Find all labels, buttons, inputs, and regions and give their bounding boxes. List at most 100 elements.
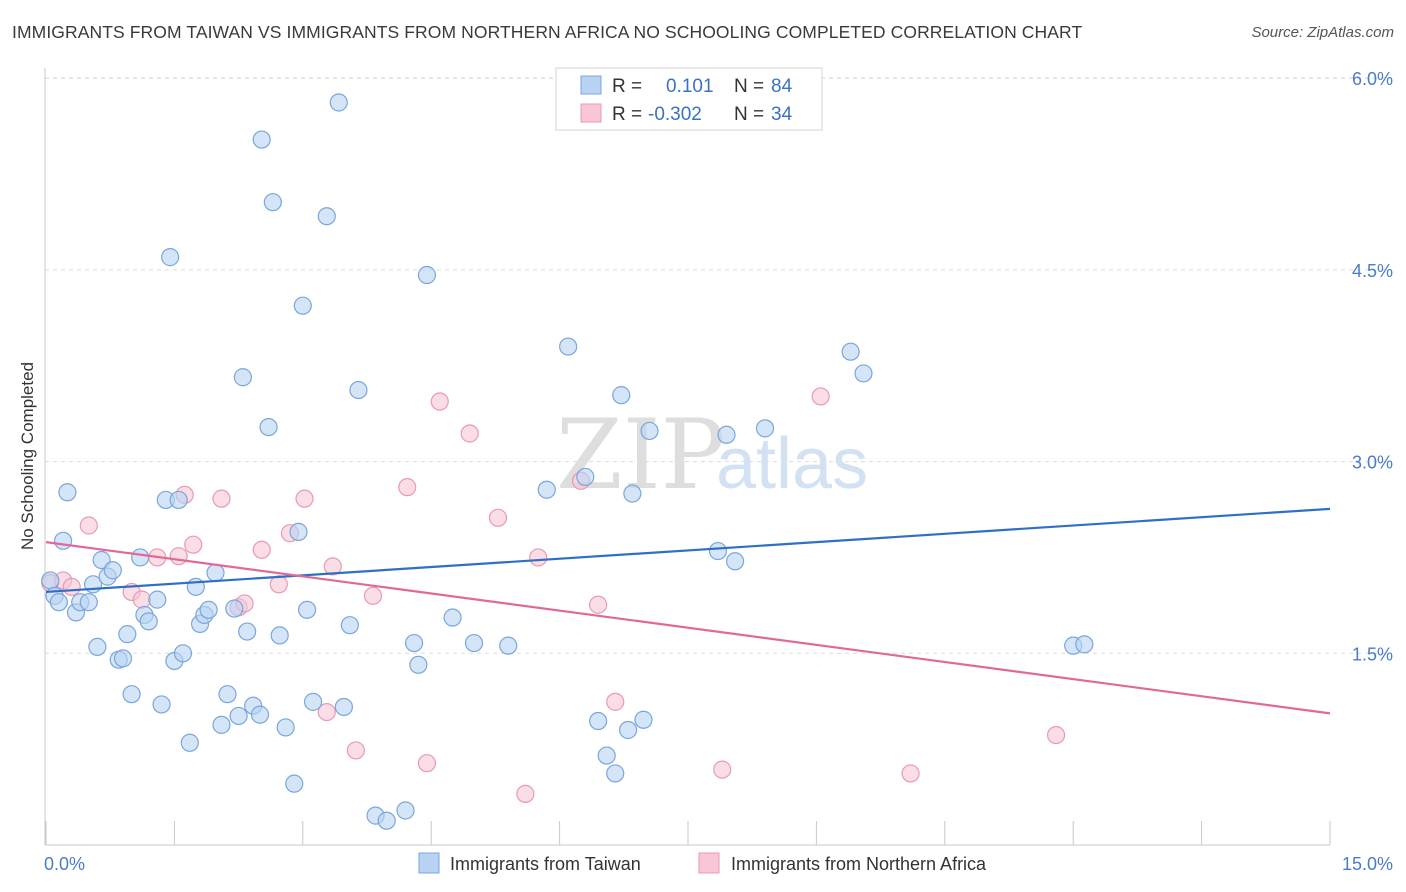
point-taiwan <box>238 622 257 641</box>
point-northern-africa <box>1046 725 1066 745</box>
point-taiwan <box>417 265 437 285</box>
point-taiwan <box>206 563 225 582</box>
point-taiwan <box>49 593 68 612</box>
legend-r-value-taiwan: 0.101 <box>666 76 714 97</box>
point-northern-africa <box>488 508 508 527</box>
source-label: Source: ZipAtlas.com <box>1251 24 1394 41</box>
point-taiwan <box>303 692 323 711</box>
x-tick-label: 15.0% <box>1342 854 1393 874</box>
point-taiwan <box>118 625 137 644</box>
point-taiwan <box>377 811 396 830</box>
point-taiwan <box>270 626 289 645</box>
point-northern-africa <box>295 489 314 508</box>
y-tick-labels: 1.5% 3.0% 4.5% 6.0% <box>1352 69 1393 664</box>
point-taiwan <box>404 633 424 653</box>
y-tick-label: 1.5% <box>1352 644 1393 664</box>
point-northern-africa <box>62 577 81 596</box>
legend-r-label-taiwan: R = <box>612 76 642 97</box>
point-taiwan <box>180 733 199 752</box>
point-taiwan <box>250 705 270 724</box>
point-northern-africa <box>430 392 449 411</box>
point-taiwan <box>618 720 638 740</box>
point-northern-africa <box>398 478 417 497</box>
point-taiwan <box>334 697 353 717</box>
point-northern-africa <box>811 387 830 406</box>
point-northern-africa <box>169 547 188 566</box>
point-taiwan <box>443 608 462 627</box>
point-taiwan <box>589 711 608 731</box>
point-taiwan <box>152 695 171 714</box>
point-taiwan <box>717 425 736 444</box>
point-northern-africa <box>323 557 342 576</box>
y-axis-label: No Schooling Completed <box>18 362 37 550</box>
legend-n-value-africa: 34 <box>771 104 793 125</box>
point-northern-africa <box>529 548 548 567</box>
trend-line-northern-africa <box>45 541 1331 715</box>
point-taiwan <box>122 685 141 704</box>
point-taiwan <box>263 193 282 212</box>
point-taiwan <box>92 550 111 570</box>
point-northern-africa <box>516 784 535 803</box>
point-taiwan <box>225 599 244 618</box>
x-tick-label: 0.0% <box>44 854 85 874</box>
point-taiwan <box>340 616 359 635</box>
point-taiwan <box>139 612 158 631</box>
point-taiwan <box>317 207 336 226</box>
point-taiwan <box>725 552 745 571</box>
point-taiwan <box>199 600 218 619</box>
point-northern-africa <box>713 760 732 779</box>
point-taiwan <box>276 718 295 737</box>
point-northern-africa <box>606 692 625 711</box>
series-taiwan-points <box>41 93 1094 830</box>
legend-n-label-africa: N = <box>734 104 764 125</box>
point-taiwan <box>597 746 616 765</box>
bottom-legend-label-africa: Immigrants from Northern Africa <box>731 854 987 874</box>
bottom-legend-label-taiwan: Immigrants from Taiwan <box>450 854 641 874</box>
point-taiwan <box>297 600 317 619</box>
gridlines <box>45 77 1392 654</box>
point-taiwan <box>103 561 122 580</box>
point-northern-africa <box>184 535 203 554</box>
point-taiwan <box>464 633 484 653</box>
point-taiwan <box>229 706 248 726</box>
axes <box>44 68 1331 846</box>
point-taiwan <box>169 490 188 510</box>
watermark-atlas: atlas <box>716 424 868 504</box>
y-tick-label: 3.0% <box>1352 453 1393 473</box>
point-taiwan <box>623 484 642 503</box>
point-taiwan <box>1075 635 1094 654</box>
point-taiwan <box>289 522 308 541</box>
point-taiwan <box>259 417 278 437</box>
point-taiwan <box>329 93 348 112</box>
point-taiwan <box>606 764 625 783</box>
point-taiwan <box>854 364 873 383</box>
legend-n-label-taiwan: N = <box>734 76 764 97</box>
legend-r-value-africa: -0.302 <box>648 104 702 125</box>
chart-title: IMMIGRANTS FROM TAIWAN VS IMMIGRANTS FRO… <box>12 22 1083 42</box>
point-taiwan <box>755 419 775 438</box>
point-northern-africa <box>252 540 271 559</box>
point-taiwan <box>537 480 556 499</box>
point-northern-africa <box>132 590 151 609</box>
point-taiwan <box>233 368 252 387</box>
point-taiwan <box>285 774 304 793</box>
point-taiwan <box>612 386 631 405</box>
x-tick-labels: 0.0% 15.0% <box>44 854 1393 874</box>
legend-n-value-taiwan: 84 <box>771 76 793 97</box>
trend-line-taiwan <box>45 507 1331 594</box>
point-taiwan <box>41 571 60 590</box>
point-northern-africa <box>363 586 383 605</box>
point-taiwan <box>252 130 271 149</box>
correlation-legend: R = 0.101 N = 84 R = -0.302 N = 34 <box>555 67 823 131</box>
y-tick-label: 4.5% <box>1352 261 1393 281</box>
point-taiwan <box>131 548 150 567</box>
point-taiwan <box>54 531 73 550</box>
point-taiwan <box>58 483 77 502</box>
point-northern-africa <box>346 741 365 760</box>
point-taiwan <box>576 467 595 487</box>
point-taiwan <box>88 637 107 657</box>
point-taiwan <box>396 801 415 820</box>
bottom-legend-swatch-taiwan <box>418 852 440 874</box>
trend-lines <box>45 507 1331 715</box>
